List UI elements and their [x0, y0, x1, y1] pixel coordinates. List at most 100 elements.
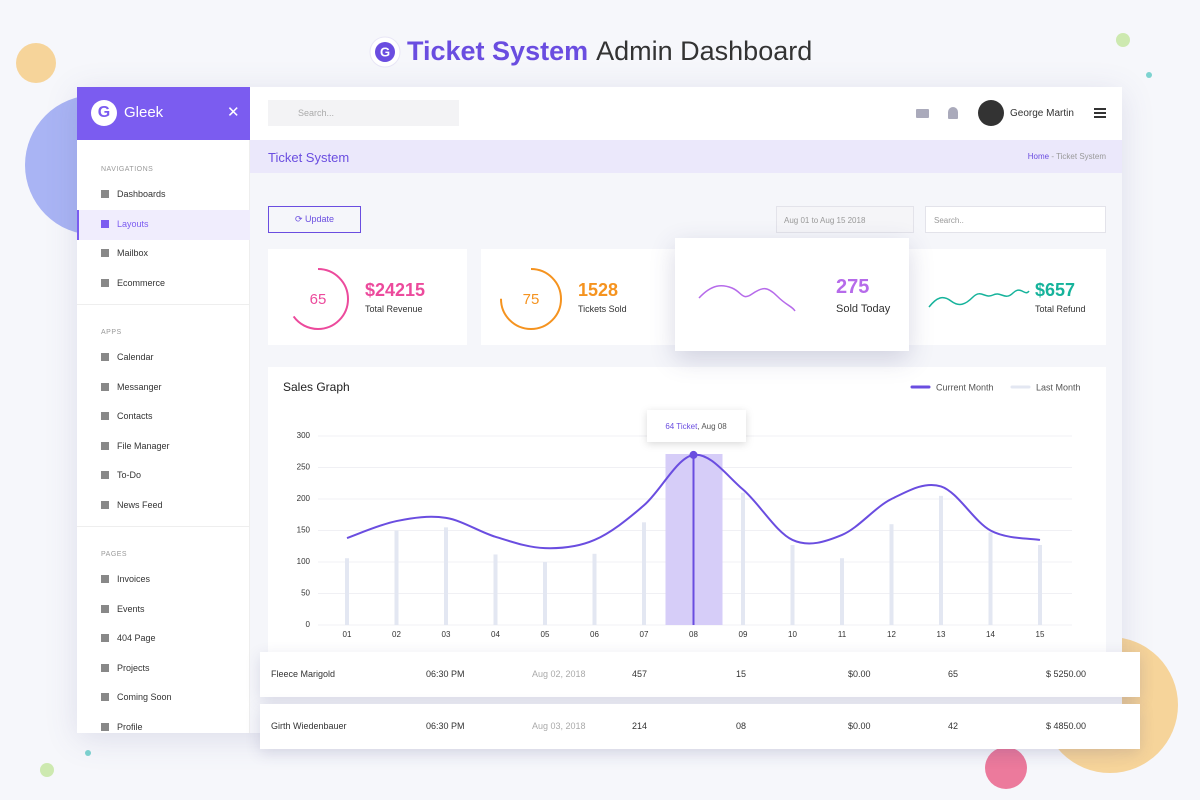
bell-icon[interactable]	[948, 107, 958, 119]
tooltip	[647, 410, 746, 442]
search-box[interactable]: Search...	[268, 100, 459, 126]
bar	[939, 495, 943, 625]
sparkline	[928, 289, 1030, 308]
nav-item[interactable]: Messanger	[117, 381, 162, 392]
table-cell: Aug 03, 2018	[532, 721, 586, 731]
bar	[741, 492, 745, 625]
nav-item[interactable]: Profile	[117, 721, 143, 732]
x-tick-label: 06	[590, 630, 599, 639]
nav-icon	[101, 693, 109, 701]
bar	[889, 524, 894, 625]
nav-icon	[101, 634, 109, 642]
menu-icon[interactable]	[1094, 108, 1106, 110]
x-tick-label: 11	[838, 630, 847, 639]
date-picker[interactable]: Aug 01 to Aug 15 2018	[776, 206, 914, 233]
bar	[1038, 544, 1042, 625]
section-title: PAGES	[101, 551, 128, 558]
nav-icon	[101, 412, 109, 420]
nav-item[interactable]: News Feed	[117, 499, 163, 510]
table-cell: 06:30 PM	[426, 721, 465, 731]
y-tick-label: 300	[297, 431, 311, 440]
logo: G	[91, 100, 117, 126]
ring: 75	[500, 268, 562, 330]
x-tick-label: 12	[887, 630, 896, 639]
table-cell: 457	[632, 669, 648, 679]
mail-icon[interactable]	[916, 109, 929, 118]
x-tick-label: 15	[1036, 630, 1045, 639]
header-rest: Admin Dashboard	[596, 36, 813, 66]
x-tick-label: 10	[788, 630, 797, 639]
stat-value: 1528	[578, 280, 619, 300]
nav-item[interactable]: Invoices	[117, 574, 151, 584]
table-row: Fleece Marigold 06:30 PM Aug 02, 2018 457 15…	[260, 652, 1140, 697]
bar	[444, 527, 448, 625]
bar	[592, 553, 597, 625]
nav-item[interactable]: Calendar	[117, 352, 154, 362]
nav-item[interactable]: Projects	[117, 662, 150, 673]
y-tick-label: 250	[297, 463, 311, 472]
nav-item[interactable]: 404 Page	[117, 633, 156, 643]
content-search[interactable]: Search..	[925, 206, 1106, 233]
page-title: Ticket System	[268, 150, 350, 165]
user-name[interactable]: George Martin	[1010, 108, 1074, 119]
ring-arc	[500, 268, 562, 330]
avatar[interactable]	[978, 100, 1004, 126]
nav-item[interactable]: Contacts	[117, 411, 153, 421]
tools-icon[interactable]: ✕	[227, 104, 240, 121]
nav-icon	[101, 353, 109, 361]
section-title: APPS	[101, 329, 122, 336]
nav-item[interactable]: Ecommerce	[117, 277, 166, 288]
x-tick-label: 14	[986, 630, 995, 639]
y-tick-label: 50	[301, 589, 310, 598]
ring: 65	[287, 268, 349, 330]
nav-item[interactable]: To-Do	[117, 470, 142, 480]
nav-item[interactable]: Events	[117, 603, 145, 614]
stat-card: 275 Sold Today	[675, 238, 909, 351]
bar	[493, 554, 498, 625]
table-cell: $ 4850.00	[1046, 721, 1087, 731]
ring-value: 65	[310, 291, 327, 308]
nav-item[interactable]: Layouts	[117, 218, 149, 229]
tooltip-part: , Aug 08	[697, 422, 727, 431]
nav-item[interactable]: Dashboards	[117, 189, 166, 199]
stat-label: Total Revenue	[365, 304, 423, 314]
sparkline-path	[928, 289, 1030, 308]
content-search-placeholder: Search..	[934, 216, 964, 225]
x-tick-label: 05	[541, 630, 550, 639]
bar	[790, 544, 795, 625]
nav-item[interactable]: File Manager	[117, 440, 170, 451]
breadcrumb-bar: Ticket System Home - Ticket System	[250, 140, 1122, 173]
stat-value: $657	[1035, 280, 1076, 300]
svg-text:G: G	[380, 44, 390, 59]
x-tick-label: 09	[739, 630, 748, 639]
stat-card: 75 1528 Tickets Sold	[481, 249, 680, 345]
bar	[394, 530, 399, 625]
nav-icon	[101, 382, 109, 391]
stat-label: Total Refund	[1035, 304, 1086, 314]
divider	[77, 526, 250, 527]
table-cell: 15	[736, 669, 747, 679]
bar	[988, 532, 993, 625]
crumb-home[interactable]: Home	[1027, 152, 1050, 161]
x-tick-label: 13	[937, 630, 946, 639]
ring-arc	[287, 268, 349, 330]
legend-label: Last Month	[1036, 382, 1081, 392]
tooltip-part: 64 Ticket	[665, 422, 698, 431]
table-cell: 08	[736, 721, 747, 731]
nav-item[interactable]: Coming Soon	[117, 692, 172, 702]
nav-icon	[101, 278, 109, 287]
nav-icon	[101, 663, 109, 672]
search-placeholder: Search...	[298, 108, 335, 118]
nav-icon	[101, 441, 109, 450]
date-range: Aug 01 to Aug 15 2018	[784, 216, 866, 225]
tooltip-text: 64 Ticket, Aug 08	[665, 422, 727, 431]
topbar: Search... George Martin	[250, 87, 1122, 140]
bar	[840, 558, 844, 625]
nav-item[interactable]: Mailbox	[117, 248, 149, 258]
bar	[642, 522, 646, 625]
table-cell: 214	[632, 721, 648, 731]
update-button[interactable]: ⟳ Update	[268, 206, 361, 233]
nav-icon	[101, 249, 109, 257]
table-cell: Fleece Marigold	[271, 669, 336, 679]
